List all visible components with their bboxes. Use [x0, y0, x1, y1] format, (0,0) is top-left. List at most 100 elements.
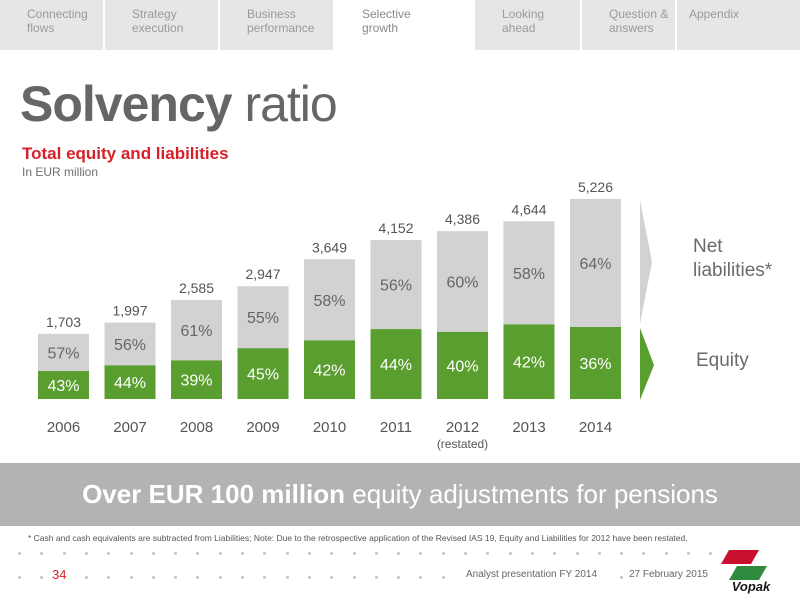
tab-business-performance[interactable]: Business performance	[220, 0, 335, 50]
divider-dot	[374, 576, 378, 579]
equity-arrow	[640, 328, 654, 400]
x-tick-2012: 2012	[446, 419, 479, 436]
divider-dot	[241, 552, 244, 555]
divider-dot	[642, 552, 646, 555]
tab-selective-growth[interactable]: Selective growth	[335, 0, 475, 50]
total-label-2007: 1,997	[112, 303, 147, 319]
tab-connecting-flows[interactable]: Connecting flows	[0, 0, 105, 50]
total-label-2013: 4,644	[511, 201, 546, 217]
divider-dot	[441, 576, 445, 579]
divider-dot	[285, 552, 289, 555]
divider-dot	[307, 552, 311, 555]
x-tick-2013: 2013	[512, 419, 545, 436]
x-tick-2006: 2006	[47, 419, 80, 436]
total-label-2008: 2,585	[179, 280, 214, 296]
highlight-banner: Over EUR 100 million equity adjustments …	[0, 463, 800, 526]
net-liabilities-pct-2012: 60%	[446, 275, 478, 292]
divider-dot	[620, 552, 624, 555]
divider-dot	[486, 552, 490, 555]
banner-rest: equity adjustments for pensions	[345, 479, 718, 509]
x-tick-2007: 2007	[113, 419, 146, 436]
divider-dot	[285, 576, 289, 579]
x-tick-2014: 2014	[579, 419, 612, 436]
divider-dot	[330, 576, 334, 579]
x-tick-2009: 2009	[246, 419, 279, 436]
title-rest: ratio	[231, 76, 337, 132]
equity-pct-2008: 39%	[180, 373, 212, 390]
divider-dot	[419, 576, 423, 579]
divider-dot	[151, 552, 155, 555]
page-number: 34	[48, 567, 71, 582]
total-label-2009: 2,947	[245, 266, 280, 282]
total-label-2010: 3,649	[312, 239, 347, 255]
divider-dot	[84, 552, 88, 555]
bar-net-liabilities-2013	[503, 221, 555, 325]
divider-dot	[241, 576, 244, 579]
bar-equity-2006	[38, 370, 89, 399]
divider-dot	[40, 552, 44, 555]
x-note-2012: (restated)	[437, 437, 488, 451]
bar-equity-2014	[570, 327, 621, 399]
equity-pct-2009: 45%	[247, 367, 279, 384]
net-liabilities-pct-2014: 64%	[579, 256, 611, 273]
tab-question-answers[interactable]: Question & answers	[582, 0, 677, 50]
divider-dot	[129, 576, 133, 579]
net-liabilities-pct-2013: 58%	[513, 266, 545, 283]
divider-dot	[530, 552, 534, 555]
equity-pct-2011: 44%	[380, 357, 412, 374]
divider-dot	[620, 576, 624, 579]
x-tick-2010: 2010	[313, 419, 346, 436]
top-navigation: Connecting flows Strategy execution Busi…	[0, 0, 800, 50]
divider-dot	[196, 576, 200, 579]
dotted-divider	[0, 548, 800, 588]
divider-dot	[441, 552, 445, 555]
net-liabilities-pct-2009: 55%	[247, 310, 279, 327]
logo-red-shape	[721, 550, 759, 564]
bar-equity-2011	[370, 329, 422, 399]
total-label-2014: 5,226	[578, 179, 613, 195]
tab-strategy-execution[interactable]: Strategy execution	[105, 0, 220, 50]
divider-dot	[664, 552, 668, 555]
divider-dot	[553, 552, 557, 555]
divider-dot	[40, 576, 44, 579]
legend-net-liabilities: Net liabilities*	[693, 236, 773, 281]
divider-dot	[352, 552, 356, 555]
divider-dot	[352, 576, 356, 579]
divider-dot	[709, 552, 713, 555]
chart-subtitle: Total equity and liabilities	[22, 144, 229, 163]
bar-equity-2008	[171, 360, 222, 399]
equity-pct-2012: 40%	[446, 358, 478, 375]
equity-pct-2013: 42%	[513, 355, 545, 372]
net-liabilities-pct-2008: 61%	[180, 323, 212, 340]
divider-dot	[464, 552, 467, 555]
divider-dot	[196, 552, 200, 555]
divider-dot	[84, 576, 88, 579]
divider-dot	[218, 552, 222, 555]
bars-group: 1,703 57% 43% 2006 1,997 56% 44% 2007 2,585 61% 39…	[38, 179, 621, 451]
tab-looking-ahead[interactable]: Looking ahead	[475, 0, 582, 50]
bar-equity-2010	[304, 340, 355, 399]
bar-net-liabilities-2007	[104, 322, 156, 366]
equity-pct-2006: 43%	[47, 378, 79, 395]
bar-equity-2009	[237, 348, 289, 399]
bar-net-liabilities-2006	[38, 333, 89, 371]
total-label-2012: 4,386	[445, 211, 480, 227]
divider-dot	[18, 552, 21, 555]
bar-equity-2012	[437, 331, 488, 399]
divider-dot	[597, 552, 601, 555]
bar-equity-2007	[104, 365, 156, 399]
tab-appendix[interactable]: Appendix	[677, 0, 800, 50]
banner-bold: Over EUR 100 million	[82, 479, 346, 509]
bar-net-liabilities-2008	[171, 300, 222, 361]
total-label-2011: 4,152	[378, 220, 413, 236]
x-tick-2011: 2011	[380, 419, 412, 436]
divider-dot	[107, 576, 111, 579]
x-tick-2008: 2008	[180, 419, 213, 436]
net-liabilities-arrow	[640, 200, 652, 324]
divider-dot	[174, 576, 178, 579]
divider-dot	[151, 576, 155, 579]
bar-equity-2013	[503, 324, 555, 399]
divider-dot	[263, 576, 267, 579]
presentation-date: 27 February 2015	[625, 569, 712, 580]
equity-pct-2007: 44%	[114, 375, 146, 392]
